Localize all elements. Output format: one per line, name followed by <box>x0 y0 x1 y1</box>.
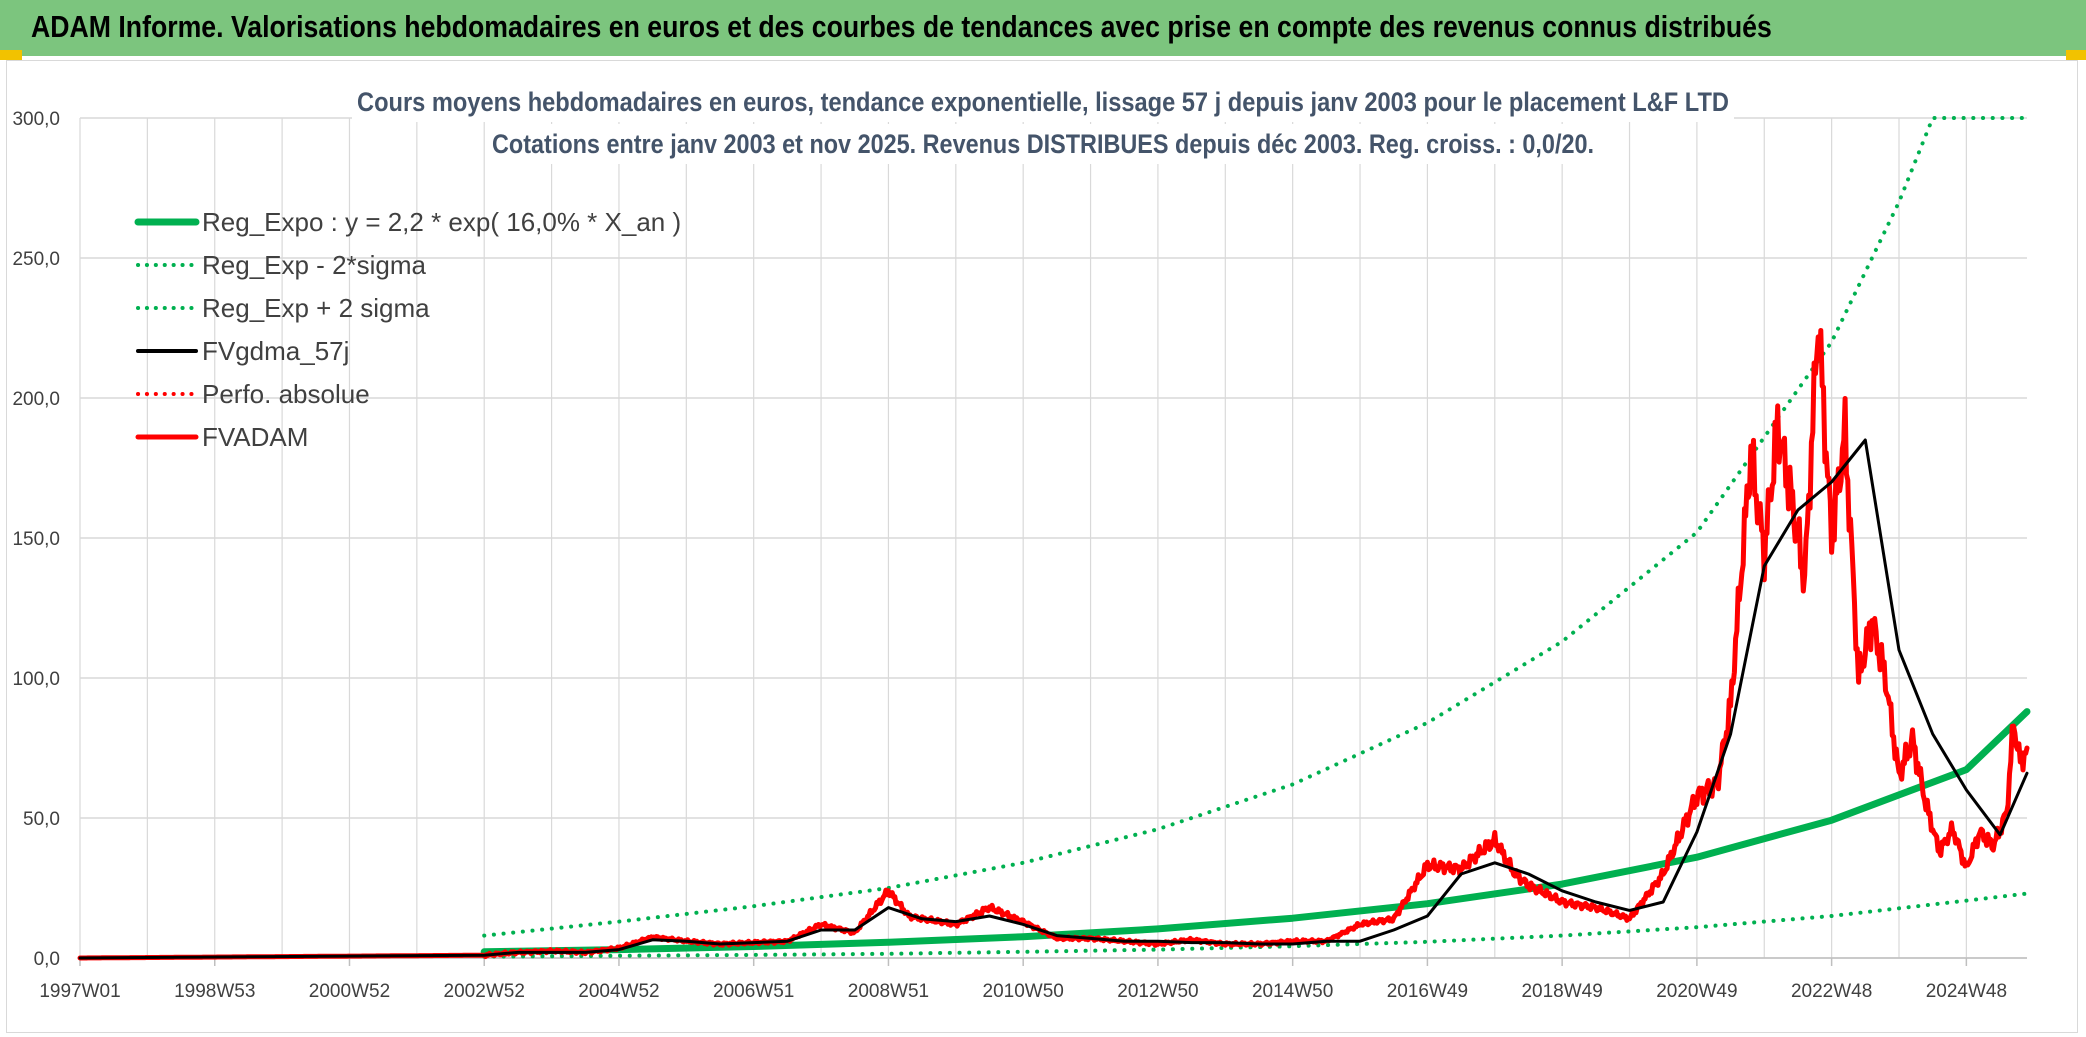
series-layer <box>77 116 2031 961</box>
legend-label: FVgdma_57j <box>202 336 349 366</box>
chart-subtitle-background <box>486 124 1600 164</box>
x-tick-label: 1998W53 <box>174 981 255 1002</box>
x-tick-label: 2010W50 <box>983 981 1064 1002</box>
x-tick-label: 2014W50 <box>1252 981 1333 1002</box>
y-tick-label: 50,0 <box>23 809 60 830</box>
legend-label: Reg_Expo : y = 2,2 * exp( 16,0% * X_an ) <box>202 207 681 237</box>
y-tick-label: 100,0 <box>12 669 60 690</box>
x-tick-label: 2012W50 <box>1117 981 1198 1002</box>
legend-label: Reg_Exp + 2 sigma <box>202 293 430 323</box>
y-tick-label: 250,0 <box>12 249 60 270</box>
header-accent-right <box>2066 50 2086 60</box>
y-tick-label: 200,0 <box>12 389 60 410</box>
legend-label: Reg_Exp - 2*sigma <box>202 250 427 280</box>
chart-title: Cours moyens hebdomadaires en euros, ten… <box>357 87 1729 117</box>
x-tick-label: 2018W49 <box>1521 981 1602 1002</box>
header-accent-left <box>0 50 22 60</box>
report-header: ADAM Informe. Valorisations hebdomadaire… <box>0 0 2086 56</box>
x-tick-label: 2004W52 <box>578 981 659 1002</box>
x-tick-label: 2020W49 <box>1656 981 1737 1002</box>
chart-legend: Reg_Expo : y = 2,2 * exp( 16,0% * X_an )… <box>134 207 681 452</box>
y-tick-label: 150,0 <box>12 529 60 550</box>
y-tick-label: 0,0 <box>34 949 60 970</box>
x-tick-label: 2008W51 <box>848 981 929 1002</box>
x-tick-label: 2022W48 <box>1791 981 1872 1002</box>
series-line-2 <box>482 116 2029 938</box>
report-title: ADAM Informe. Valorisations hebdomadaire… <box>31 9 1772 44</box>
y-tick-label: 300,0 <box>12 109 60 130</box>
x-tick-label: 1997W01 <box>39 981 120 1002</box>
chart-gridlines <box>79 117 2027 959</box>
y-axis: 0,0 50,0 100,0 150,0 200,0 250,0 300,0 <box>12 109 60 970</box>
x-tick-label: 2024W48 <box>1926 981 2007 1002</box>
series-line-0 <box>480 708 2031 956</box>
legend-label: Perfo. absolue <box>202 379 370 409</box>
x-axis: 1997W01 1998W53 2000W52 2002W52 2004W52 2006W… <box>39 958 2007 1002</box>
x-tick-label: 2002W52 <box>444 981 525 1002</box>
series-line-1 <box>482 891 2029 959</box>
series-line-5 <box>77 328 2030 961</box>
chart-frame <box>6 60 2078 1033</box>
legend-label: FVADAM <box>202 422 308 452</box>
x-tick-label: 2006W51 <box>713 981 794 1002</box>
x-tick-label: 2000W52 <box>309 981 390 1002</box>
chart-subtitle: Cotations entre janv 2003 et nov 2025. R… <box>492 129 1594 159</box>
x-tick-label: 2016W49 <box>1387 981 1468 1002</box>
series-line-3 <box>78 438 2029 960</box>
chart-title-background <box>352 84 1734 122</box>
